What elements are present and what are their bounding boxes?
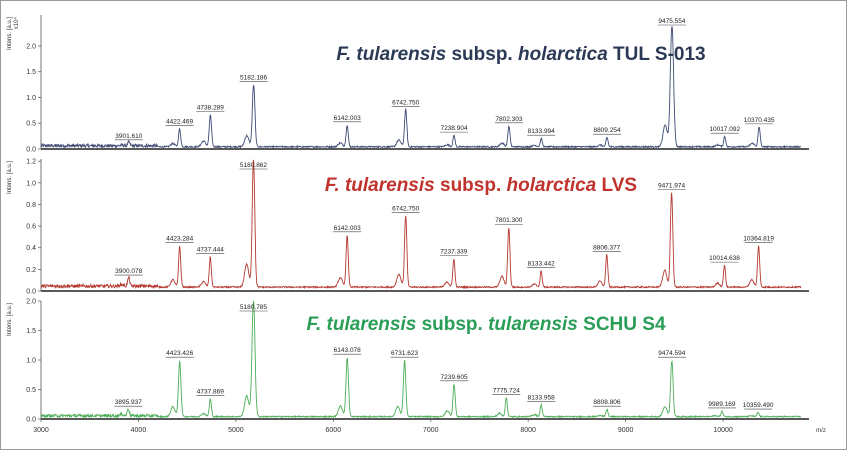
peak-label: 3901.610 <box>115 133 142 140</box>
y-tick-label: 0.2 <box>26 267 36 274</box>
title-segment: TUL S-013 <box>608 44 706 65</box>
spectrum-panel-3: 0.0 0.5 1.0 1.5 2.0 Intens. [a.u.] 3895.937 442… <box>7 299 826 435</box>
y-tick-label: 0.0 <box>26 417 36 424</box>
y-tick-label: 1.5 <box>26 69 36 76</box>
peak-label: 10014.638 <box>709 255 740 262</box>
peak-label: 9475.554 <box>658 18 685 25</box>
peak-label: 7237.339 <box>440 249 467 256</box>
peak-label: 6143.078 <box>334 347 361 354</box>
peak-label: 5182.186 <box>240 75 267 82</box>
y-tick-label: 0.5 <box>26 387 36 394</box>
y-tick-label: 1.2 <box>26 159 36 166</box>
peak-label: 4737.444 <box>197 246 224 253</box>
x-axis-title: m/z <box>816 428 826 434</box>
peak-label: 3895.937 <box>115 399 142 406</box>
y-axis-title: Intens. [a.u.] <box>7 303 13 336</box>
panel-title: F. tularensis subsp. tularensis SCHU S4 <box>306 314 665 335</box>
title-segment: holarctica <box>507 175 597 196</box>
panel-title: F. tularensis subsp. holarctica TUL S-01… <box>336 44 705 65</box>
y-tick-label: 1.0 <box>26 180 36 187</box>
peak-label: 8808.806 <box>593 399 620 406</box>
spectrum-line <box>40 26 802 150</box>
spectrum-line <box>40 159 802 290</box>
y-tick-label: 1.0 <box>26 95 36 102</box>
y-tick-label: 2.0 <box>26 43 36 50</box>
spectrum-panel-1: 0.0 0.5 1.0 1.5 2.0 Intens. [a.u.] x10⁴ 3901.61… <box>7 15 809 154</box>
y-tick-label: 0.0 <box>26 147 36 154</box>
peak-label: 7239.605 <box>441 374 468 381</box>
y-tick-label: 0.4 <box>26 245 36 252</box>
peak-label: 10370.435 <box>744 117 775 124</box>
x-tick-label: 6000 <box>326 427 342 434</box>
y-tick-label: 1.5 <box>26 328 36 335</box>
peak-label: 5180.785 <box>240 304 267 311</box>
x-tick-label: 7000 <box>423 427 439 434</box>
y-tick-label: 0.6 <box>26 224 36 231</box>
y-tick-label: 0.8 <box>26 202 36 209</box>
peak-label: 8809.254 <box>593 127 620 134</box>
peak-label: 7238.904 <box>440 125 467 132</box>
peak-label: 5180.862 <box>240 162 267 169</box>
peak-label: 6142.003 <box>334 225 361 232</box>
panel-title: F. tularensis subsp. holarctica LVS <box>325 175 637 196</box>
peak-label: 9474.594 <box>658 350 685 357</box>
spectrum-panel-2: 0.0 0.2 0.4 0.6 0.8 1.0 1.2 Intens. [a.u.] 3900.… <box>7 159 809 296</box>
peak-label: 3900.078 <box>115 268 142 275</box>
peak-label: 10359.490 <box>743 402 774 409</box>
title-segment: SCHU S4 <box>578 314 666 335</box>
title-segment: LVS <box>596 175 637 196</box>
x-tick-label: 8000 <box>520 427 536 434</box>
x-tick-label: 4000 <box>131 427 147 434</box>
peak-label: 4422.469 <box>166 118 193 125</box>
title-segment: subsp. <box>416 314 488 335</box>
y-tick-label: 1.0 <box>26 358 36 365</box>
peak-label: 6142.003 <box>334 115 361 122</box>
peak-label: 7775.724 <box>493 387 520 394</box>
title-segment: F. tularensis <box>325 175 435 196</box>
y-axis-title: Intens. [a.u.] <box>7 17 13 50</box>
peak-label: 9989.169 <box>708 401 735 408</box>
peak-label: 8133.994 <box>528 128 555 135</box>
x-tick-label: 10000 <box>713 427 733 434</box>
y-tick-label: 2.0 <box>26 299 36 306</box>
peak-label: 9471.974 <box>658 183 685 190</box>
y-axis-title: Intens. [a.u.] <box>7 161 13 194</box>
peak-label: 6742.750 <box>392 205 419 212</box>
peak-label: 10364.819 <box>743 236 774 243</box>
title-segment: subsp. <box>446 44 518 65</box>
y-tick-label: 0.0 <box>26 289 36 296</box>
y-axis-multiplier: x10⁴ <box>13 17 20 30</box>
peak-label: 10017.092 <box>709 126 740 133</box>
peak-label: 4423.284 <box>166 236 193 243</box>
peak-label: 8133.958 <box>528 394 555 401</box>
peak-label: 7802.303 <box>495 116 522 123</box>
y-tick-label: 0.5 <box>26 121 36 128</box>
x-tick-label: 5000 <box>228 427 244 434</box>
x-tick-label: 3000 <box>33 427 49 434</box>
peak-label: 8806.377 <box>593 244 620 251</box>
peak-label: 6731.623 <box>391 350 418 357</box>
title-segment: F. tularensis <box>336 44 446 65</box>
title-segment: tularensis <box>488 314 578 335</box>
spectrum-line <box>40 300 802 419</box>
title-segment: subsp. <box>435 175 507 196</box>
title-segment: F. tularensis <box>306 314 416 335</box>
title-segment: holarctica <box>518 44 608 65</box>
peak-label: 8133.442 <box>528 261 555 268</box>
peak-label: 7801.300 <box>495 217 522 224</box>
peak-label: 4423.426 <box>166 350 193 357</box>
peak-label: 4737.869 <box>197 389 224 396</box>
peak-label: 6742.750 <box>392 99 419 106</box>
peak-label: 4738.289 <box>197 105 224 112</box>
x-tick-label: 9000 <box>618 427 634 434</box>
